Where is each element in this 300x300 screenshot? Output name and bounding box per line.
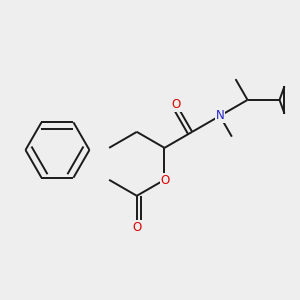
Text: O: O: [161, 174, 170, 187]
Text: O: O: [132, 221, 141, 234]
Text: N: N: [215, 110, 224, 122]
Text: O: O: [172, 98, 181, 111]
